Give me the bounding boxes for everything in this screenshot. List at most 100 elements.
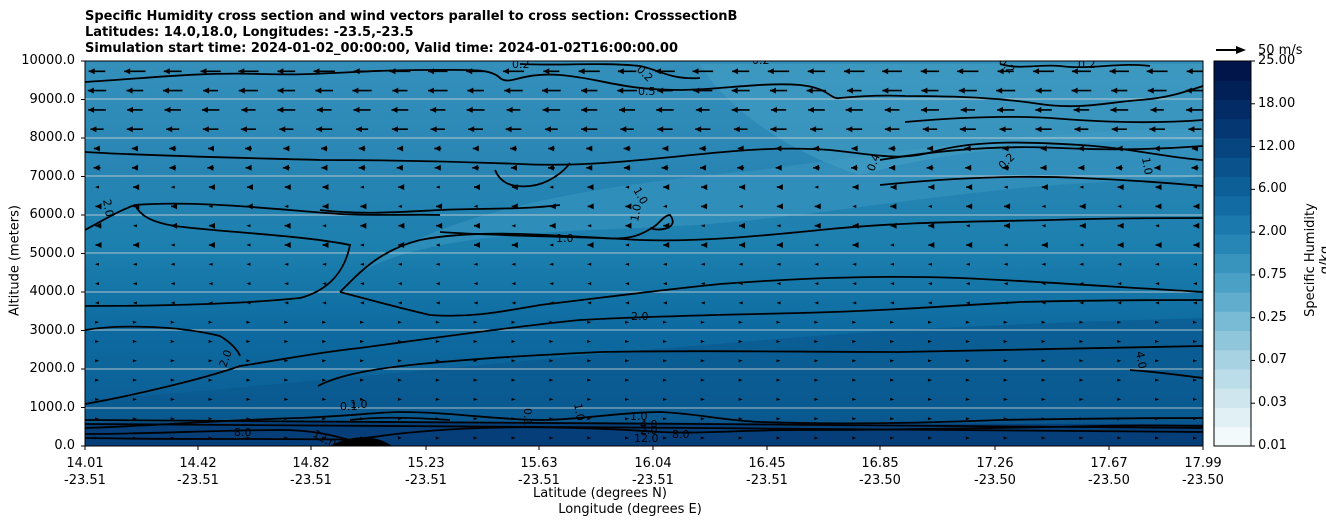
wind-vector: [732, 68, 750, 75]
wind-vector: [322, 301, 327, 305]
wind-vector: [623, 164, 631, 171]
wind-vector: [203, 87, 219, 94]
contour-1-0-left: [319, 204, 561, 214]
wind-vector: [284, 340, 289, 343]
wind-vector: [1117, 204, 1122, 208]
wind-vector: [132, 397, 137, 401]
wind-vector: [170, 417, 175, 421]
x-tick-label: 14.42 -23.51: [158, 455, 238, 489]
wind-vector: [353, 106, 371, 113]
wind-vector: [511, 203, 518, 210]
wind-vector: [1079, 359, 1084, 363]
wind-vector: [397, 204, 402, 208]
wind-vector: [966, 203, 973, 210]
colorbar-segment: [1214, 118, 1251, 139]
x-tick-lat: 15.63: [520, 456, 558, 471]
wind-vector: [472, 145, 479, 152]
wind-vector: [964, 145, 972, 152]
colorbar-segment: [1214, 311, 1251, 331]
wind-vector: [581, 126, 598, 133]
wind-vector: [776, 224, 781, 228]
wind-vector: [246, 359, 251, 363]
contour-2-0-lower: [85, 325, 241, 357]
wind-vector: [965, 436, 970, 440]
wind-vector: [965, 397, 970, 401]
wind-vector: [587, 242, 594, 248]
wind-vector: [398, 222, 405, 229]
wind-vector: [1079, 397, 1084, 401]
wind-vector: [587, 224, 592, 228]
wind-vector: [95, 262, 99, 266]
wind-vector: [699, 145, 707, 152]
wind-vector: [246, 301, 251, 305]
wind-vector: [398, 184, 405, 191]
wind-vector: [620, 126, 634, 133]
wind-vector: [1185, 87, 1203, 94]
wind-vector: [1079, 203, 1086, 210]
wind-vector: [398, 242, 405, 248]
wind-vector: [966, 242, 973, 248]
wind-vector: [617, 87, 637, 94]
wind-vector: [890, 184, 897, 191]
x-axis-ticks: [84, 446, 1204, 450]
wind-vector: [320, 145, 328, 152]
x-tick-label: 17.67 -23.50: [1069, 455, 1149, 489]
wind-vector: [957, 68, 979, 75]
wind-vector: [466, 68, 486, 75]
y-axis-ticks: [81, 60, 85, 447]
wind-vector: [965, 417, 970, 421]
colorbar-frame: [1213, 60, 1252, 447]
wind-vector: [662, 204, 667, 208]
x-tick-label: 17.26 -23.50: [955, 455, 1035, 489]
wind-vector: [284, 359, 289, 363]
wind-vector: [277, 68, 296, 75]
wind-vector: [928, 222, 935, 229]
x-tick-lon: -23.51: [64, 473, 106, 488]
svg-text:0.2: 0.2: [1078, 58, 1096, 71]
wind-vector: [1079, 222, 1086, 229]
wind-vector: [549, 378, 554, 382]
wind-vector: [391, 126, 408, 133]
wind-vector: [814, 262, 819, 266]
wind-vector: [738, 359, 743, 363]
colorbar-segment: [1214, 426, 1251, 447]
wind-vector: [1079, 282, 1084, 286]
wind-vector: [1003, 340, 1008, 343]
colorbar-segment: [1214, 407, 1251, 428]
wind-vector: [95, 340, 99, 343]
wind-vector: [549, 320, 554, 324]
wind-vector: [851, 164, 858, 171]
wind-vector: [1071, 87, 1092, 94]
title-line-2: Latitudes: 14.0,18.0, Longitudes: -23.5,…: [85, 25, 414, 40]
wind-vector: [852, 301, 857, 305]
wind-vector: [1079, 417, 1084, 421]
wind-vector: [95, 242, 102, 248]
wind-vector: [170, 359, 175, 363]
wind-vector: [1155, 436, 1160, 440]
wind-vector: [170, 243, 175, 247]
contour-1-0-upper: [85, 141, 1203, 166]
wind-vector: [1193, 301, 1197, 305]
wind-vector: [392, 87, 408, 94]
wind-vector: [814, 397, 819, 401]
wind-vector: [353, 68, 371, 75]
svg-text:1.0: 1.0: [571, 402, 587, 421]
quiver-key-arrow: [1216, 46, 1246, 54]
wind-vector: [625, 436, 630, 440]
wind-vector: [360, 262, 365, 266]
wind-vector: [246, 417, 251, 421]
wind-vector: [171, 203, 178, 210]
x-tick-label: 16.85 -23.50: [840, 455, 920, 489]
wind-vector: [965, 301, 970, 305]
colorbar-tick-label: 12.00: [1258, 138, 1296, 154]
y-tick-label: 3000.0: [29, 322, 76, 338]
wind-vector: [360, 203, 367, 210]
x-tick-lon: -23.50: [859, 473, 901, 488]
wind-vector: [625, 417, 630, 421]
wind-vector: [1193, 203, 1200, 210]
wind-vector: [1111, 126, 1127, 133]
wind-vector: [511, 262, 516, 266]
wind-vector: [284, 184, 291, 191]
wind-vector: [549, 397, 554, 401]
wind-vector: [473, 378, 478, 382]
